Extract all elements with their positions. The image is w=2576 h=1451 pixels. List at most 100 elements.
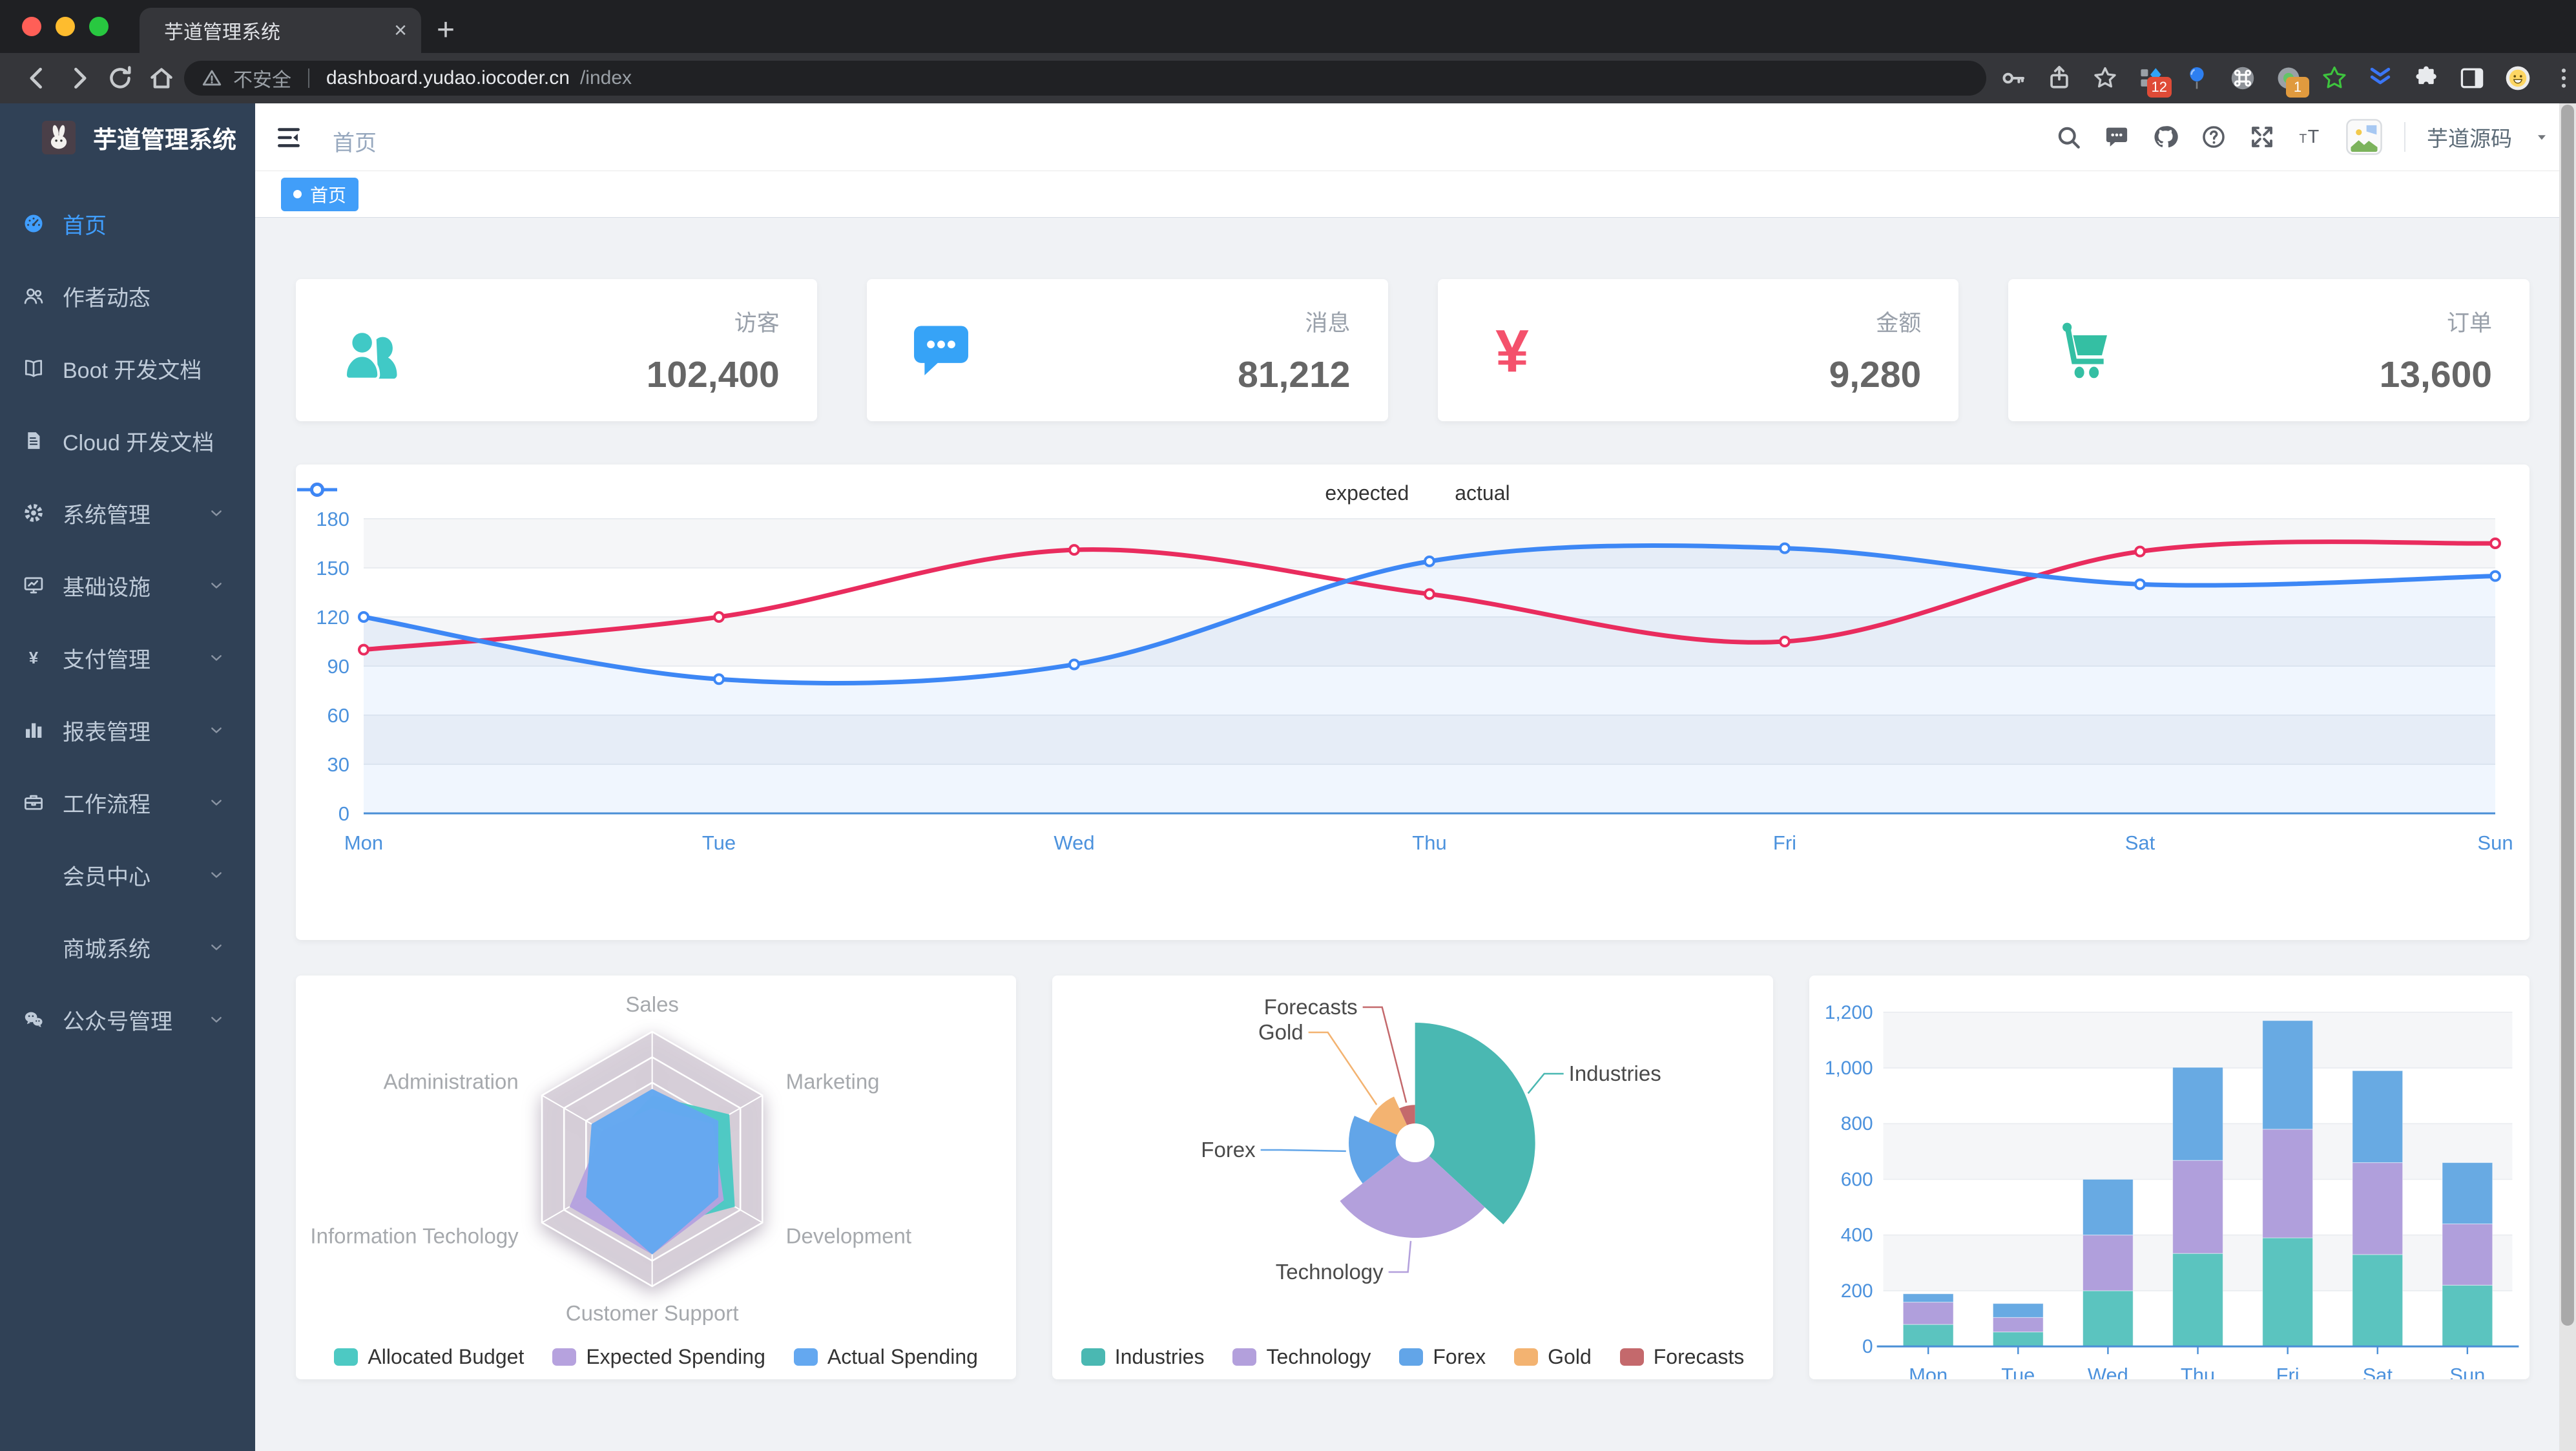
help-icon[interactable] (2200, 123, 2227, 151)
legend-item[interactable]: Forex (1399, 1345, 1486, 1369)
stat-card[interactable]: ¥ 金额 9,280 (1437, 279, 1959, 421)
user-avatar[interactable] (2345, 118, 2383, 156)
svg-text:400: 400 (1840, 1225, 1873, 1246)
bookmark-star-icon[interactable] (2091, 64, 2119, 92)
legend-label: Industries (1114, 1345, 1205, 1368)
sidebar-item[interactable]: ¥ 支付管理 (0, 621, 255, 694)
stacked-bar-chart[interactable]: 0 200 400 600 800 1,000 1,200 Mon Tue Wed Thu Fri Sa… (1809, 976, 2529, 1386)
security-label: 不安全 (233, 70, 291, 91)
tag-label: 首页 (310, 185, 347, 205)
svg-text:Gold: Gold (1258, 1020, 1304, 1044)
legend-item[interactable]: Actual Spending (793, 1345, 978, 1369)
zoom-window-button[interactable] (89, 17, 109, 36)
back-icon[interactable] (23, 64, 52, 92)
svg-text:Development: Development (786, 1224, 911, 1248)
new-tab-button[interactable]: + (437, 13, 455, 47)
not-secure-warning-icon (201, 67, 223, 89)
svg-text:Tue: Tue (702, 831, 736, 854)
minimize-window-button[interactable] (56, 17, 75, 36)
share-icon[interactable] (2045, 64, 2073, 92)
sidebar-item[interactable]: 报表管理 (0, 694, 255, 766)
forward-icon[interactable] (65, 64, 93, 92)
legend-item[interactable]: Technology (1232, 1345, 1371, 1369)
sidebar-item[interactable]: Cloud 开发文档 (0, 404, 255, 477)
github-icon[interactable] (2152, 123, 2179, 151)
sidebar-logo[interactable]: 芋道管理系统 (0, 103, 255, 172)
svg-text:120: 120 (316, 606, 349, 629)
svg-text:Wed: Wed (2088, 1364, 2128, 1379)
stat-card[interactable]: 消息 81,212 (866, 279, 1388, 421)
radar-chart-legend: Allocated Budget Expected Spending Actual … (296, 1345, 1016, 1369)
sidebar-item-label: 公众号管理 (63, 1009, 172, 1034)
svg-text:Sat: Sat (2362, 1364, 2393, 1379)
sidebar-item[interactable]: 基础设施 (0, 549, 255, 621)
grid-diamond-extension-icon[interactable]: 12 (2137, 64, 2172, 98)
kebab-menu-icon[interactable] (2550, 64, 2576, 92)
passwords-key-icon[interactable] (1999, 64, 2028, 92)
fullscreen-icon[interactable] (2249, 123, 2276, 151)
command-extension-icon[interactable] (2228, 64, 2257, 92)
sidebar-item[interactable]: 作者动态 (0, 260, 255, 332)
stat-label: 消息 (1305, 310, 1351, 336)
legend-item[interactable]: Allocated Budget (334, 1345, 524, 1369)
legend-item[interactable]: Expected Spending (552, 1345, 765, 1369)
username[interactable]: 芋道源码 (2427, 127, 2512, 151)
star-green-extension-icon[interactable] (2320, 64, 2349, 92)
radar-chart[interactable]: Sales Administration Information Techology… (296, 976, 1016, 1334)
stat-card[interactable]: 订单 13,600 (2008, 279, 2529, 421)
balloon-extension-icon[interactable] (2183, 64, 2211, 92)
stat-cards-row: 访客 102,400 消息 81,212 ¥ 金额 9,280 订单 13,600 (296, 279, 2529, 421)
gear-icon (22, 501, 45, 525)
sidebar-item[interactable]: 系统管理 (0, 477, 255, 549)
svg-text:Forecasts: Forecasts (1264, 995, 1358, 1019)
svg-text:800: 800 (1840, 1113, 1873, 1134)
browser-tab[interactable]: 芋道管理系统 × (140, 8, 421, 53)
legend-item[interactable]: actual (297, 481, 1510, 505)
home-icon[interactable] (147, 64, 176, 92)
svg-text:30: 30 (327, 753, 349, 776)
sidebar-item[interactable]: 公众号管理 (0, 983, 255, 1056)
search-icon[interactable] (2055, 123, 2082, 151)
reload-icon[interactable] (106, 64, 134, 92)
sidebar-item[interactable]: 商城系统 (0, 911, 255, 983)
stat-card[interactable]: 访客 102,400 (296, 279, 817, 421)
chevron-down-icon[interactable] (2533, 129, 2550, 145)
sidebar-item-label: 会员中心 (63, 864, 151, 890)
tab-close-icon[interactable]: × (394, 18, 407, 43)
collapse-sidebar-icon[interactable] (275, 123, 303, 152)
legend-item[interactable]: Forecasts (1619, 1345, 1744, 1369)
browser-tabbar: 芋道管理系统 × + (0, 0, 2576, 53)
scrollbar-thumb[interactable] (2561, 105, 2574, 1326)
cart-icon (2048, 316, 2117, 384)
svg-text:Technology: Technology (1276, 1260, 1384, 1284)
svg-text:Forex: Forex (1201, 1138, 1256, 1162)
sidebar-item[interactable]: Boot 开发文档 (0, 332, 255, 404)
legend-swatch-icon (1619, 1348, 1644, 1366)
record-extension-icon[interactable]: 1 (2274, 64, 2309, 98)
tag-home[interactable]: 首页 (281, 177, 359, 211)
chevron-down-icon (206, 720, 227, 740)
page-scrollbar[interactable] (2559, 103, 2576, 1451)
address-bar[interactable]: 不安全 dashboard.yudao.iocoder.cn/index (184, 61, 1986, 96)
svg-text:T: T (2308, 127, 2320, 147)
legend-item[interactable]: expected (297, 481, 1409, 505)
side-panel-icon[interactable] (2458, 64, 2486, 92)
sidebar-item-label: 支付管理 (63, 647, 151, 673)
app-title: 芋道管理系统 (93, 127, 236, 153)
close-window-button[interactable] (22, 17, 41, 36)
sidebar-item[interactable]: 会员中心 (0, 839, 255, 911)
legend-item[interactable]: Gold (1514, 1345, 1592, 1369)
message-icon[interactable] (2103, 123, 2130, 151)
svg-text:¥: ¥ (1495, 317, 1529, 384)
profile-avatar-icon[interactable] (2504, 64, 2532, 92)
sidebar-item[interactable]: 首页 (0, 187, 255, 260)
extensions-puzzle-icon[interactable] (2412, 64, 2440, 92)
tag-dot (293, 190, 302, 198)
chevrons-extension-icon[interactable] (2366, 64, 2394, 92)
pie-chart-card: Industries Technology Forex Gold Forecasts I… (1052, 976, 1773, 1379)
line-chart[interactable]: 0 30 60 90 120 150 180 Mon Tue Wed Thu Fri Sat Sun (296, 465, 2529, 940)
sidebar-item[interactable]: 工作流程 (0, 766, 255, 839)
legend-item[interactable]: Industries (1081, 1345, 1205, 1369)
